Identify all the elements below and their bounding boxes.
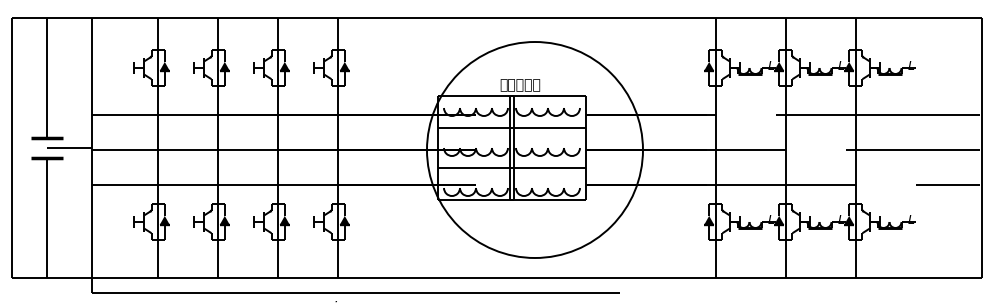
Polygon shape — [862, 209, 865, 213]
Polygon shape — [844, 216, 854, 225]
Polygon shape — [329, 55, 332, 59]
Polygon shape — [209, 209, 212, 213]
Text: L: L — [838, 215, 845, 228]
Polygon shape — [160, 216, 170, 225]
Polygon shape — [269, 55, 272, 59]
Text: L: L — [908, 215, 915, 228]
Polygon shape — [704, 62, 714, 71]
Polygon shape — [862, 55, 865, 59]
Polygon shape — [340, 216, 350, 225]
Polygon shape — [774, 216, 784, 225]
Polygon shape — [280, 62, 290, 71]
Text: L: L — [768, 61, 775, 74]
Polygon shape — [792, 55, 795, 59]
Text: 双三相定子: 双三相定子 — [499, 78, 541, 92]
Polygon shape — [220, 62, 230, 71]
Polygon shape — [160, 62, 170, 71]
Polygon shape — [722, 209, 725, 213]
Polygon shape — [220, 216, 230, 225]
Polygon shape — [149, 209, 152, 213]
Polygon shape — [844, 62, 854, 71]
Text: L: L — [768, 215, 775, 228]
Polygon shape — [149, 55, 152, 59]
Polygon shape — [209, 55, 212, 59]
Polygon shape — [340, 62, 350, 71]
Polygon shape — [774, 62, 784, 71]
Polygon shape — [280, 216, 290, 225]
Polygon shape — [329, 209, 332, 213]
Text: L: L — [838, 61, 845, 74]
Text: $\mathit{sin{+}cos}$: $\mathit{sin{+}cos}$ — [325, 300, 387, 303]
Polygon shape — [722, 55, 725, 59]
Polygon shape — [792, 209, 795, 213]
Polygon shape — [704, 216, 714, 225]
Polygon shape — [269, 209, 272, 213]
Text: L: L — [908, 61, 915, 74]
